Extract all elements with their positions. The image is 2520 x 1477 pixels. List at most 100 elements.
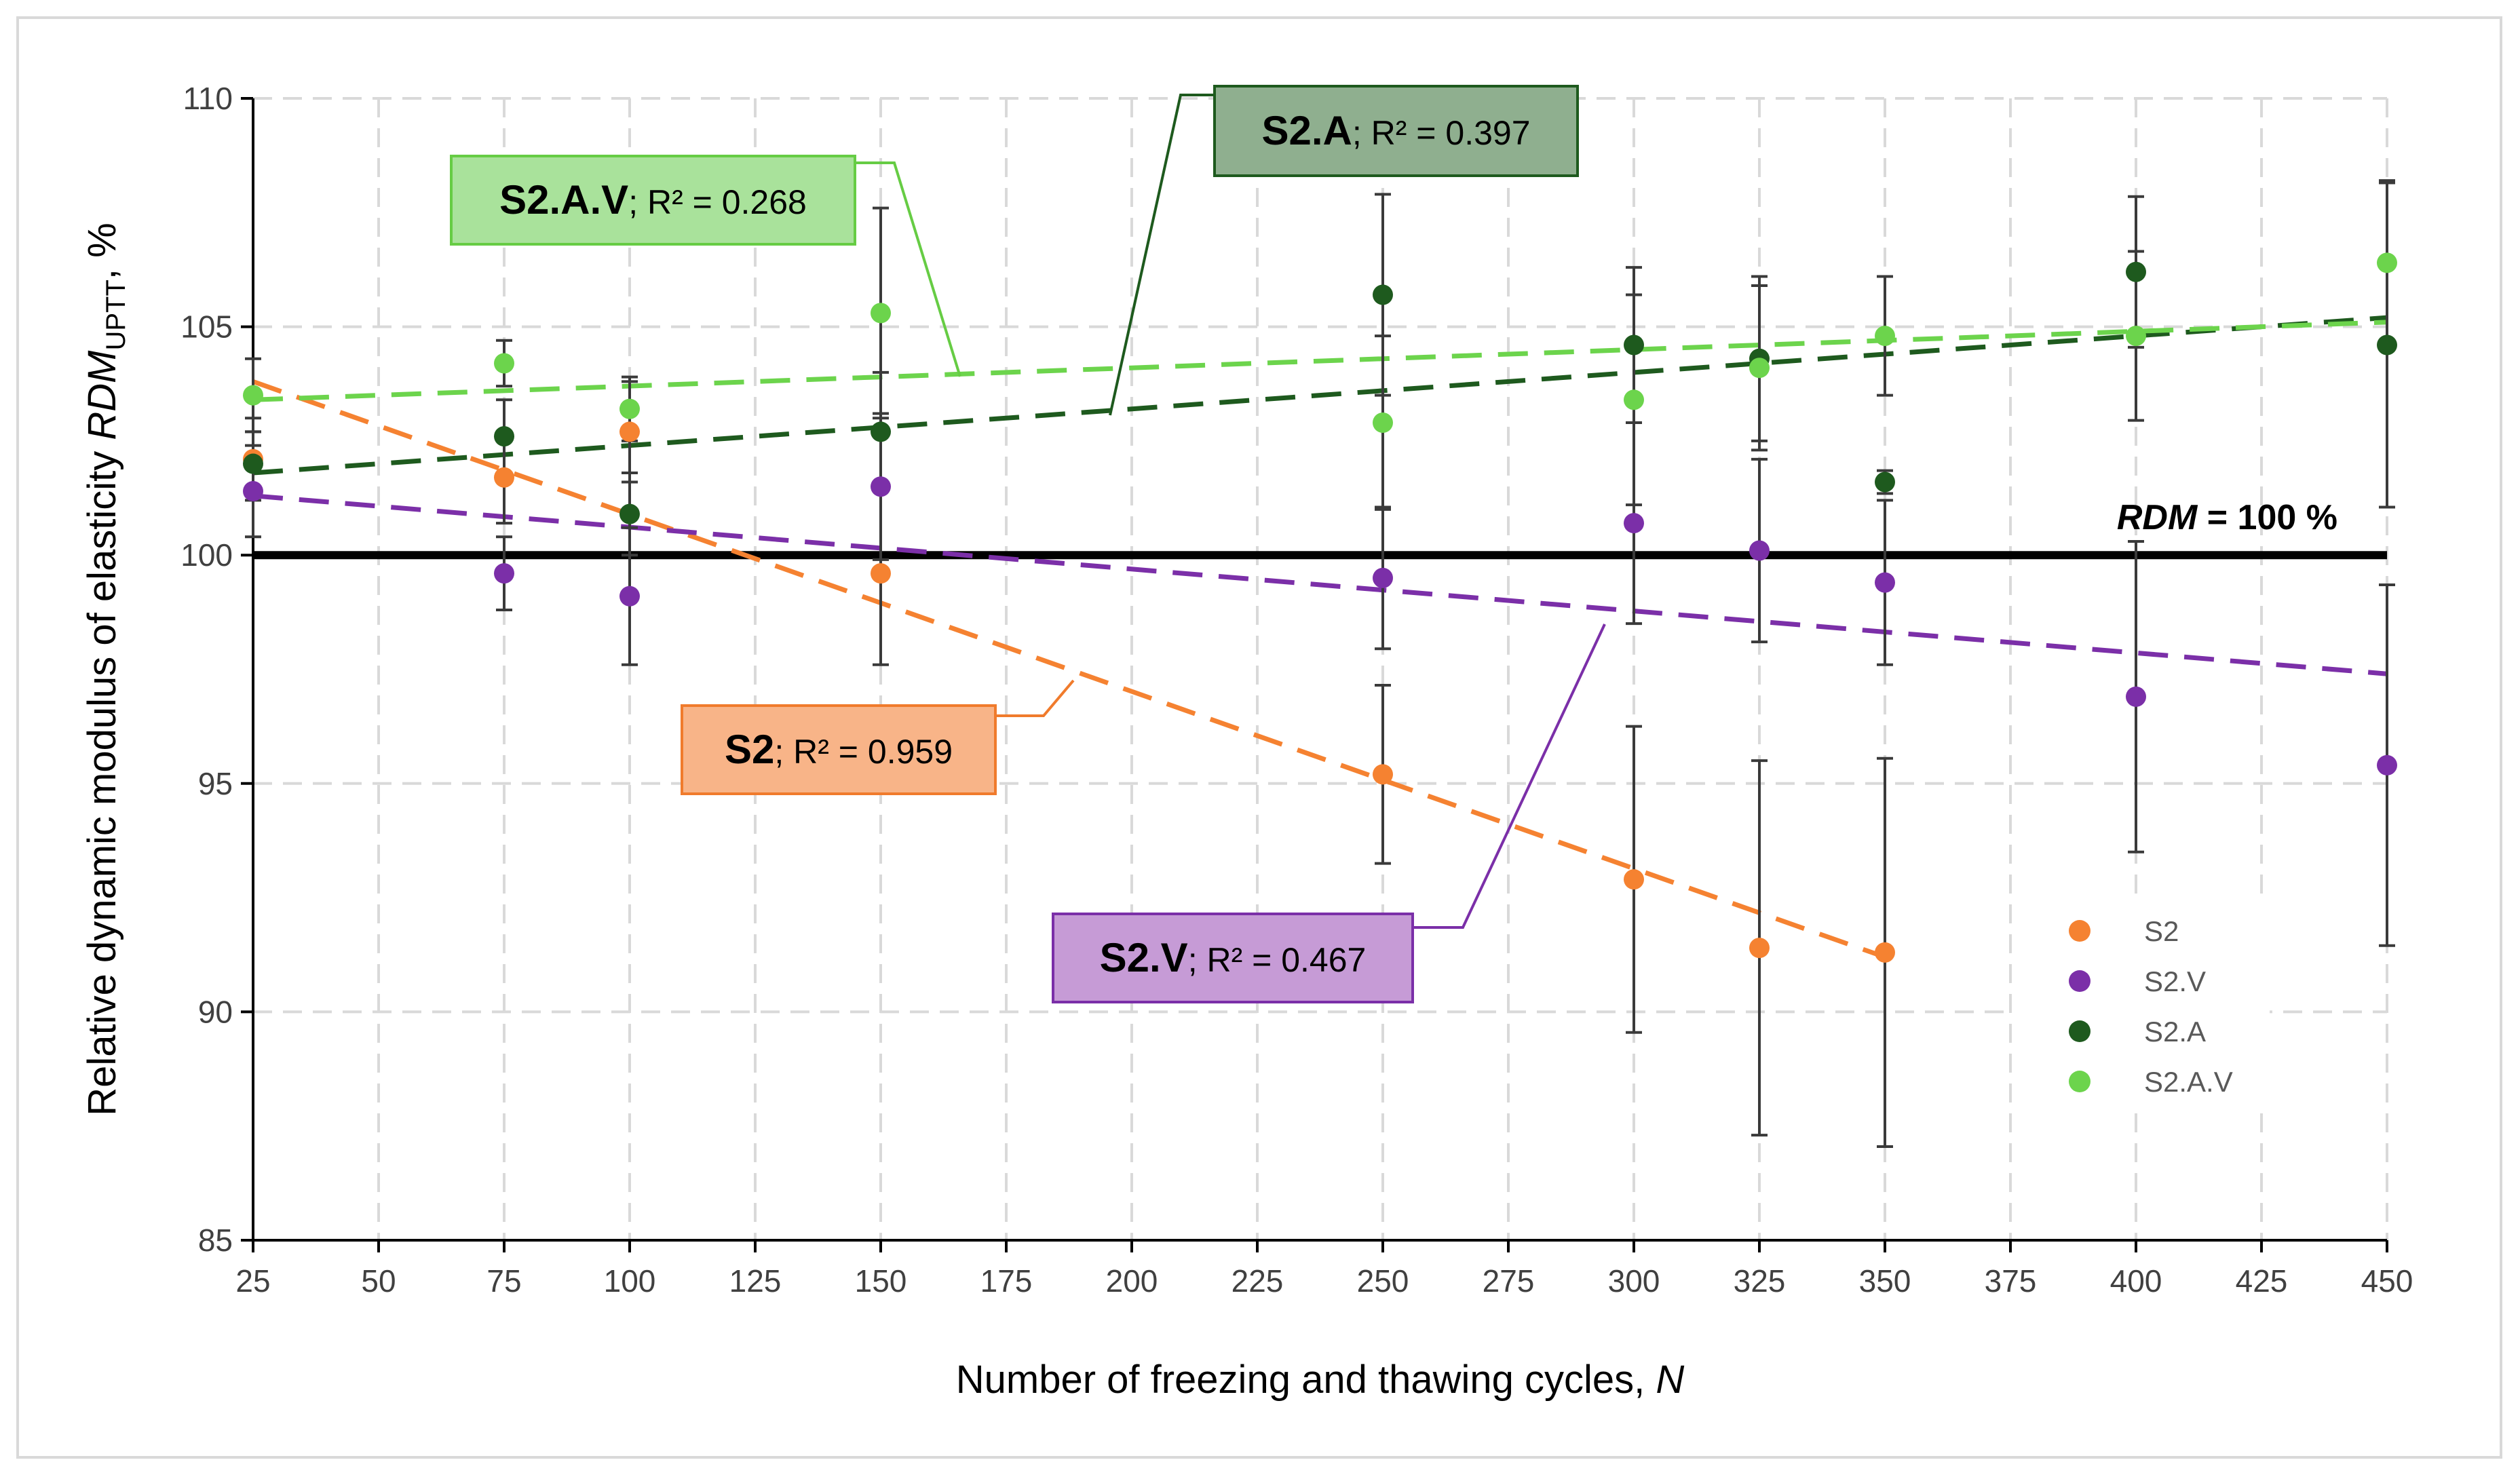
- point-s2-a-v-450: [2377, 252, 2397, 273]
- label-box-series-s2-a-v: S2.A.V: [499, 177, 628, 223]
- point-s2-a-v-100: [619, 398, 640, 419]
- point-s2-250: [1373, 764, 1393, 785]
- label-box-s2-v: S2.V; R² = 0.467: [1052, 624, 1606, 1003]
- point-s2-a-v-300: [1624, 389, 1644, 410]
- leader-line-s2-v: [1413, 624, 1606, 929]
- point-s2-a-v-25: [243, 385, 263, 406]
- x-tick-label-225: 225: [1232, 1263, 1284, 1299]
- y-tick-label-105: 105: [180, 309, 233, 345]
- point-s2-300: [1624, 869, 1644, 890]
- legend-marker-s2-a: [2069, 1020, 2091, 1042]
- legend-label-s2: S2: [2144, 915, 2179, 947]
- point-s2-150: [871, 563, 891, 584]
- legend-marker-s2: [2069, 920, 2091, 942]
- point-s2-v-400: [2126, 686, 2146, 707]
- trend-line-s2: [252, 379, 1886, 959]
- label-box-bg-s2-v: [1052, 913, 1414, 1003]
- point-s2-a-300: [1624, 334, 1644, 356]
- trend-line-s2-v: [252, 493, 2388, 676]
- legend: S2 S2.V S2.A S2.A.V: [2012, 902, 2270, 1113]
- legend-label-s2-a: S2.A: [2144, 1016, 2206, 1048]
- label-box-text-s2-v: S2.V; R² = 0.467: [1100, 935, 1367, 980]
- x-tick-label-375: 375: [1985, 1263, 2037, 1299]
- x-tick-label-100: 100: [604, 1263, 656, 1299]
- x-tick-label-450: 450: [2361, 1263, 2413, 1299]
- label-box-series-s2-a: S2.A: [1261, 108, 1352, 153]
- y-axis-title: Relative dynamic modulus of elasticity R…: [80, 223, 131, 1115]
- point-s2-v-150: [871, 476, 891, 497]
- leader-line-s2-a: [1109, 94, 1215, 416]
- legend-label-s2-a-v: S2.A.V: [2144, 1066, 2233, 1098]
- label-box-r2-s2-a-v: ; R² = 0.268: [628, 183, 807, 221]
- trend-lines: [252, 315, 2388, 959]
- x-tick-labels: 25 50 75 100 125 150 175 200 225 250 275 300 325 350 3…: [235, 1263, 2413, 1299]
- point-s2-a-75: [494, 426, 514, 447]
- label-box-r2-s2-v: ; R² = 0.467: [1188, 941, 1367, 979]
- label-box-s2: S2; R² = 0.959: [681, 679, 1075, 795]
- legend-marker-s2-a-v: [2069, 1071, 2091, 1092]
- x-axis-title: Number of freezing and thawing cycles, N: [956, 1358, 1685, 1402]
- label-box-bg-s2-a-v: [450, 155, 856, 246]
- label-box-r2-s2-a: ; R² = 0.397: [1352, 114, 1531, 152]
- legend-bg: [2012, 902, 2270, 1113]
- label-box-bg-s2: [681, 704, 997, 795]
- point-s2-a-v-150: [871, 303, 891, 324]
- point-s2-a-25: [243, 453, 263, 474]
- x-tick-label-300: 300: [1608, 1263, 1660, 1299]
- x-tick-label-175: 175: [980, 1263, 1033, 1299]
- x-tick-label-150: 150: [855, 1263, 907, 1299]
- point-s2-v-250: [1373, 567, 1393, 588]
- point-s2-a-350: [1875, 472, 1895, 493]
- point-s2-v-350: [1875, 572, 1895, 593]
- point-s2-a-v-350: [1875, 326, 1895, 347]
- y-tick-labels: 85 90 95 100 105 110: [180, 81, 233, 1258]
- x-tick-label-200: 200: [1106, 1263, 1158, 1299]
- point-s2-v-75: [494, 563, 514, 584]
- point-s2-v-25: [243, 480, 263, 501]
- x-tick-label-25: 25: [235, 1263, 270, 1299]
- label-box-bg-s2-a: [1213, 85, 1579, 177]
- leader-line-s2: [995, 679, 1075, 717]
- x-tick-label-125: 125: [729, 1263, 782, 1299]
- label-box-series-s2-v: S2.V: [1100, 935, 1188, 980]
- point-s2-v-100: [619, 586, 640, 607]
- point-s2-350: [1875, 942, 1895, 963]
- point-s2-a-150: [871, 421, 891, 442]
- label-box-s2-a: S2.A; R² = 0.397: [1109, 85, 1579, 416]
- label-box-r2-s2: ; R² = 0.959: [774, 733, 953, 771]
- y-tick-label-100: 100: [180, 537, 233, 573]
- x-tick-label-250: 250: [1357, 1263, 1409, 1299]
- label-box-series-s2: S2: [725, 727, 774, 772]
- y-tick-label-110: 110: [183, 81, 233, 116]
- legend-label-s2-v: S2.V: [2144, 965, 2206, 997]
- x-tick-label-425: 425: [2236, 1263, 2288, 1299]
- label-box-text-s2-a-v: S2.A.V; R² = 0.268: [499, 177, 807, 223]
- label-box-text-s2: S2; R² = 0.959: [725, 727, 953, 772]
- point-s2-a-v-75: [494, 353, 514, 374]
- point-s2-a-v-400: [2126, 326, 2146, 347]
- leader-line-s2-a-v: [855, 161, 961, 377]
- label-box-text-s2-a: S2.A; R² = 0.397: [1261, 108, 1530, 153]
- point-s2-a-v-325: [1749, 358, 1770, 379]
- x-tick-label-350: 350: [1859, 1263, 1911, 1299]
- point-s2-a-v-250: [1373, 412, 1393, 433]
- x-tick-label-400: 400: [2110, 1263, 2162, 1299]
- point-s2-v-325: [1749, 540, 1770, 561]
- y-tick-label-85: 85: [198, 1223, 233, 1258]
- x-tick-label-75: 75: [486, 1263, 521, 1299]
- point-s2-v-450: [2377, 754, 2397, 775]
- label-box-s2-a-v: S2.A.V; R² = 0.268: [450, 155, 961, 377]
- axes: [241, 97, 2388, 1252]
- y-tick-label-90: 90: [198, 994, 233, 1029]
- point-s2-a-400: [2126, 261, 2146, 282]
- point-s2-v-300: [1624, 513, 1644, 534]
- legend-marker-s2-v: [2069, 970, 2091, 992]
- x-tick-label-50: 50: [361, 1263, 396, 1299]
- trend-line-s2-a: [252, 315, 2388, 476]
- trend-line-s2-a-v: [252, 320, 2388, 402]
- point-s2-75: [494, 467, 514, 488]
- reference-line-group: RDM = 100 %: [253, 498, 2387, 560]
- point-s2-a-100: [619, 503, 640, 524]
